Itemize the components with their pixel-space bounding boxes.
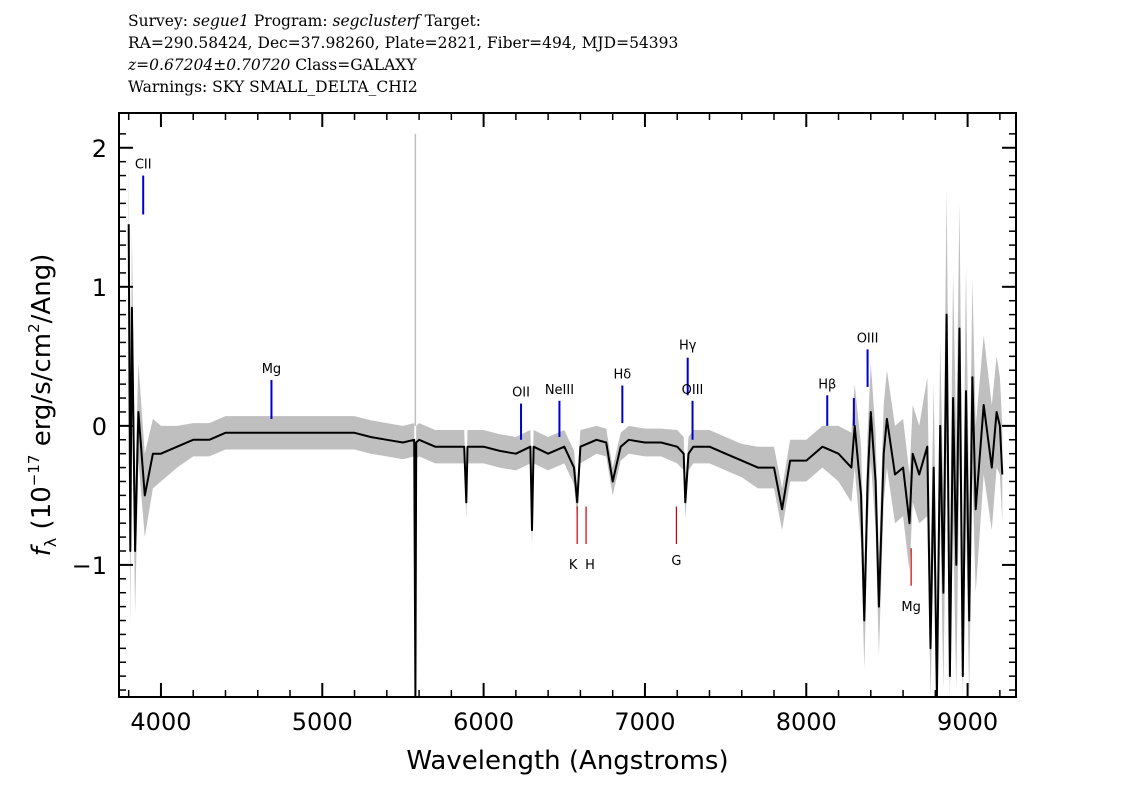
line-label: H bbox=[585, 558, 595, 573]
x-axis-title: Wavelength (Angstroms) bbox=[406, 746, 728, 776]
line-label: Hδ bbox=[613, 368, 631, 383]
line-label: OII bbox=[512, 386, 530, 401]
x-tick-label: 7000 bbox=[614, 708, 675, 736]
x-tick-label: 4000 bbox=[130, 708, 191, 736]
x-tick-label: 6000 bbox=[453, 708, 514, 736]
axis-ticks: 4000 5000 6000 7000 8000 9000 −1 0 1 2 bbox=[72, 113, 1016, 736]
y-tick-label: 1 bbox=[92, 274, 107, 302]
target-key: Target: bbox=[424, 12, 481, 30]
program-key: Program: bbox=[253, 12, 328, 30]
y-tick-label: −1 bbox=[72, 552, 107, 580]
line-label: K bbox=[569, 558, 578, 573]
y-title-mid: erg/s/cm bbox=[27, 333, 57, 455]
line-label: OIII bbox=[857, 331, 879, 346]
x-tick-label: 5000 bbox=[292, 708, 353, 736]
y-title-sub: λ bbox=[41, 538, 60, 547]
line-label: NeIII bbox=[545, 383, 574, 398]
x-tick-label: 8000 bbox=[776, 708, 837, 736]
y-tick-label: 2 bbox=[92, 135, 107, 163]
survey-line: Survey: segue1 Program: segclusterf Targ… bbox=[128, 10, 678, 32]
survey-key: Survey: bbox=[128, 12, 188, 30]
survey-value: segue1 bbox=[192, 12, 249, 30]
flux-series-line bbox=[127, 224, 1004, 698]
spectrum-header: Survey: segue1 Program: segclusterf Targ… bbox=[128, 10, 678, 98]
warnings-line: Warnings: SKY SMALL_DELTA_CHI2 bbox=[128, 78, 418, 96]
y-title-exp2: 2 bbox=[25, 323, 43, 333]
y-tick-label: 0 bbox=[92, 413, 107, 441]
line-label: Mg bbox=[901, 600, 920, 615]
line-label: CII bbox=[135, 158, 152, 173]
line-label: OIII bbox=[682, 383, 704, 398]
noise-envelope bbox=[128, 147, 1003, 698]
line-label: G bbox=[671, 554, 681, 569]
line-annotations: CII Mg OII NeIII Hδ Hγ OIII Hβ OIII K H G Mg bbox=[135, 158, 921, 615]
y-axis-title: fλ (10−17 erg/s/cm2/Ang) bbox=[25, 254, 60, 557]
line-label: Hγ bbox=[679, 338, 697, 353]
class-value: Class=GALAXY bbox=[295, 56, 417, 74]
redshift-line: z=0.67204±0.70720 Class=GALAXY bbox=[128, 54, 678, 76]
noise-band bbox=[128, 133, 1003, 698]
coords-line: RA=290.58424, Dec=37.98260, Plate=2821, … bbox=[128, 34, 679, 52]
plot-frame bbox=[118, 112, 1017, 698]
line-label: Mg bbox=[262, 362, 281, 377]
program-value: segclusterf bbox=[332, 12, 420, 30]
line-label: Hβ bbox=[818, 377, 836, 392]
x-tick-label: 9000 bbox=[937, 708, 998, 736]
y-title-post: /Ang) bbox=[27, 254, 57, 324]
y-title-exp: −17 bbox=[25, 455, 43, 487]
redshift-value: z=0.67204±0.70720 bbox=[128, 56, 291, 74]
y-title-pre: (10 bbox=[27, 486, 57, 538]
